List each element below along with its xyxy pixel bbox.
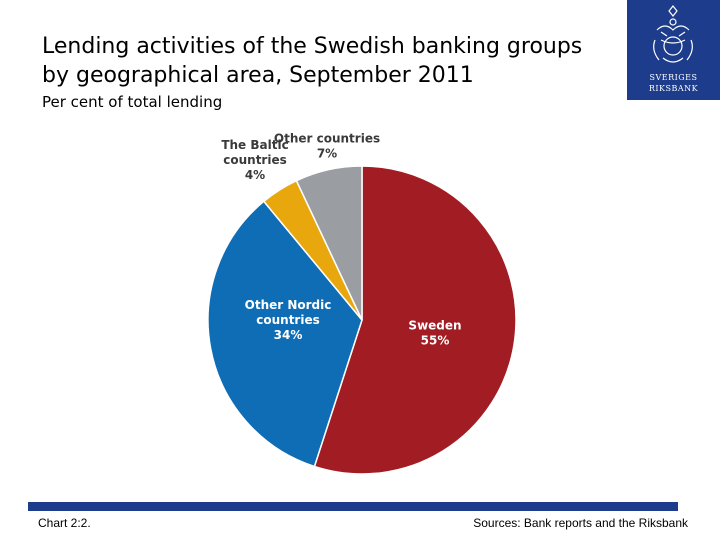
chart-number: Chart 2:2. xyxy=(38,516,91,530)
pie-slice-other-nordic-countries xyxy=(207,200,363,468)
pie-labels: Sweden 55% Other Nordic countries 34% The Bal… xyxy=(221,132,461,348)
pie-label-the-baltic-countries: The Baltic countries 4% xyxy=(221,138,288,182)
riksbank-logo: SVERIGES RIKSBANK xyxy=(627,0,720,100)
pie-slice-sweden xyxy=(313,165,517,475)
pie-slices xyxy=(207,165,517,475)
chart-title-line-1: Lending activities of the Swedish bankin… xyxy=(42,34,583,59)
sources-note: Sources: Bank reports and the Riksbank xyxy=(473,516,688,530)
pie-label-sweden: Sweden 55% xyxy=(408,319,461,348)
pie-label-other-countries: Other countries 7% xyxy=(274,132,380,161)
logo-name-line-2: RIKSBANK xyxy=(648,84,699,93)
riksbank-crest-icon xyxy=(653,5,693,63)
pie-label-other-nordic-countries: Other Nordic countries 34% xyxy=(245,298,332,342)
chart-title-line-2: by geographical area, September 2011 xyxy=(42,63,474,88)
logo-name-line-1: SVERIGES xyxy=(649,73,698,82)
footer-bar xyxy=(28,502,678,511)
chart-subtitle: Per cent of total lending xyxy=(42,93,223,111)
chart-title: Lending activities of the Swedish bankin… xyxy=(42,32,632,90)
pie-slice-other-countries xyxy=(295,165,363,321)
